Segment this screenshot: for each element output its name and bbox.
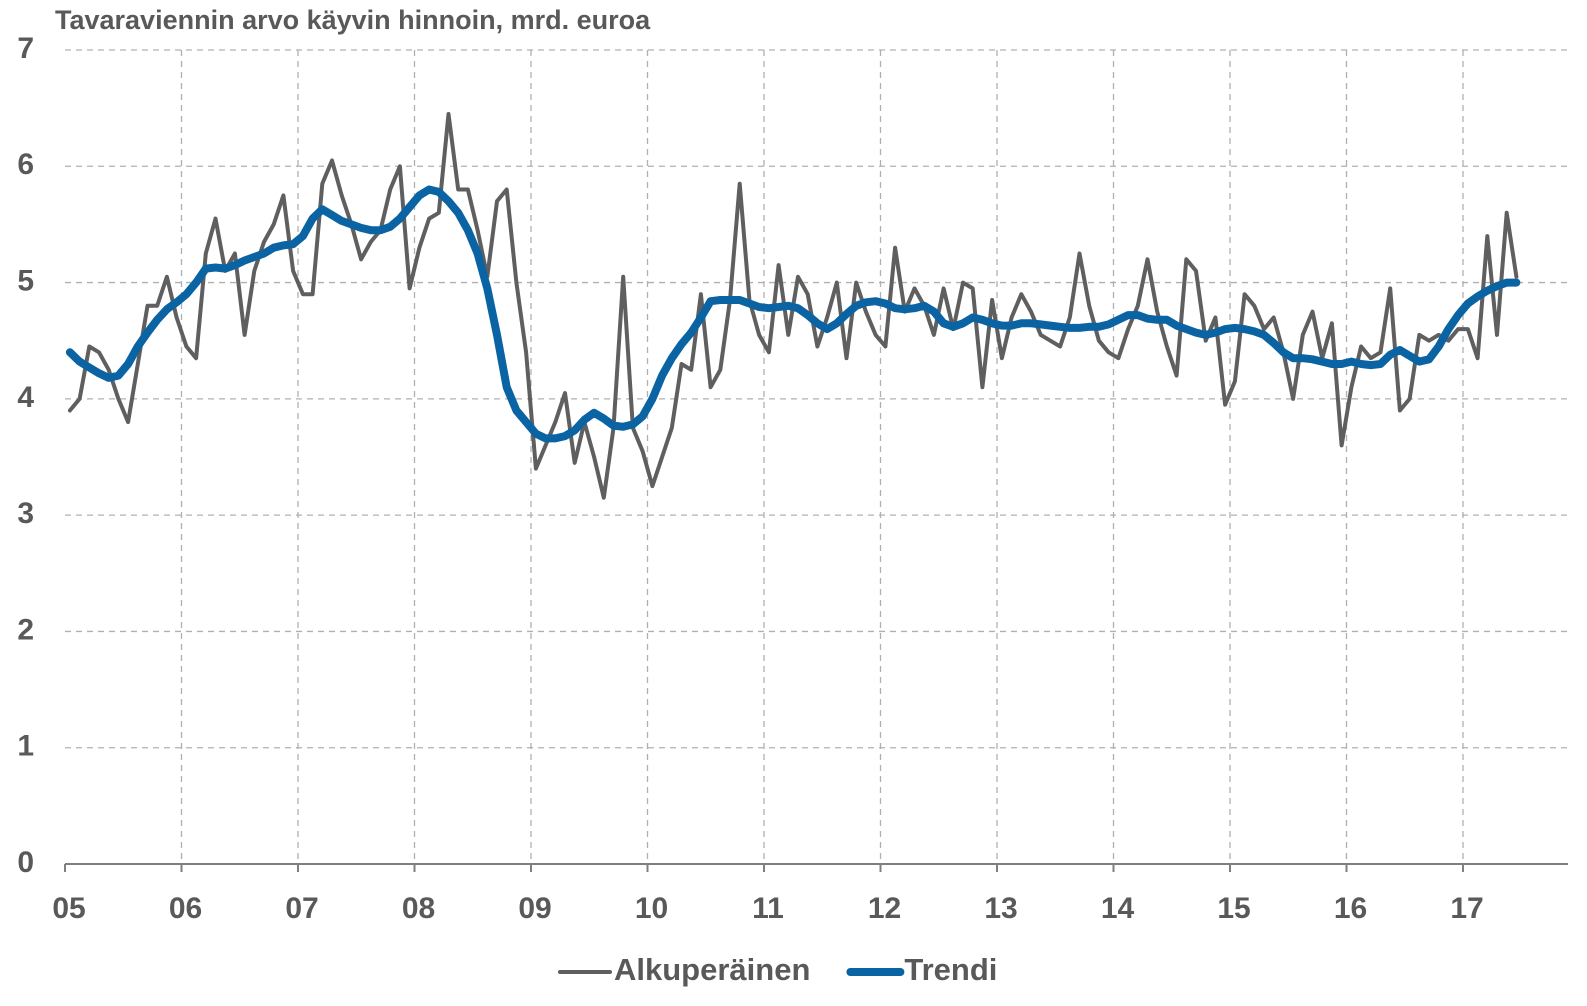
x-tick-label: 12 [868,892,901,925]
x-tick-label: 11 [752,892,784,925]
y-tick-label: 1 [17,730,34,763]
x-tick-label: 14 [1101,892,1135,925]
y-tick-label: 3 [17,497,34,530]
x-tick-label: 15 [1217,892,1250,925]
x-tick-label: 08 [402,892,435,925]
y-tick-label: 2 [17,613,34,646]
y-tick-label: 6 [17,148,34,181]
chart-title: Tavaraviennin arvo käyvin hinnoin, mrd. … [55,5,651,35]
x-tick-label: 16 [1334,892,1367,925]
x-tick-label: 13 [984,892,1017,925]
y-tick-label: 4 [17,381,34,414]
x-tick-label: 06 [169,892,202,925]
x-tick-label: 05 [52,892,85,925]
x-tick-label: 17 [1450,892,1483,925]
y-tick-label: 0 [17,846,34,879]
series-line [65,185,1521,443]
legend-label: Trendi [904,952,997,987]
y-tick-label: 5 [17,264,34,297]
x-tick-label: 07 [285,892,318,925]
x-tick-label: 09 [518,892,551,925]
legend-label: Alkuperäinen [614,952,810,987]
y-tick-label: 7 [17,32,34,65]
x-tick-label: 10 [635,892,668,925]
